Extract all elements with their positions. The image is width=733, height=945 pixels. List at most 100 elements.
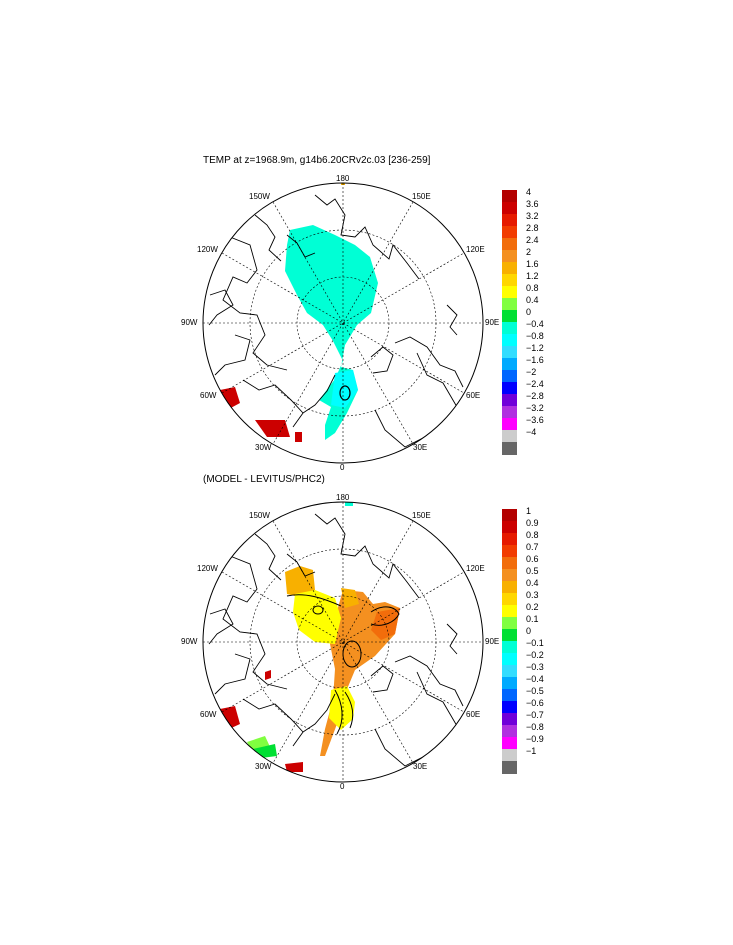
colorbar-tick: −1.2 — [526, 343, 544, 353]
lon-label-150w: 150W — [249, 192, 270, 201]
field-red — [255, 420, 290, 437]
colorbar-tick: 0 — [526, 307, 532, 317]
colorbar-tick: 0.2 — [526, 602, 539, 612]
colorbar-swatch — [502, 593, 517, 606]
colorbar-tick: 0.7 — [526, 542, 539, 552]
lon-label-150w: 150W — [249, 511, 270, 520]
field-cyan — [285, 225, 378, 440]
lon-label-60w: 60W — [200, 391, 217, 400]
colorbar-tick: 2.4 — [526, 235, 539, 245]
colorbar-swatch — [502, 250, 517, 263]
colorbar-tick: −0.5 — [526, 686, 544, 696]
field-teal — [345, 502, 353, 506]
lon-label-90e: 90E — [485, 318, 500, 327]
colorbar-swatch — [502, 226, 517, 239]
colorbar-swatch — [502, 533, 517, 546]
colorbar-swatch — [502, 761, 517, 774]
colorbar-tick: 0.6 — [526, 554, 539, 564]
colorbar-tick: 0.3 — [526, 590, 539, 600]
lon-label-60e: 60E — [466, 391, 481, 400]
lon-label-0: 0 — [340, 463, 345, 472]
colorbar-tick: 0.8 — [526, 283, 539, 293]
difference-panel: (MODEL - LEVITUS/PHC2) — [0, 469, 733, 791]
colorbar-swatch — [502, 310, 517, 323]
colorbar-tick: 0.4 — [526, 578, 539, 588]
colorbar-tick: 2.8 — [526, 223, 539, 233]
colorbar-tick: −0.8 — [526, 331, 544, 341]
colorbar-swatch — [502, 569, 517, 582]
colorbar-tick: −2.8 — [526, 391, 544, 401]
colorbar-tick: −0.7 — [526, 710, 544, 720]
colorbar-swatch — [502, 334, 517, 347]
colorbar-swatch — [502, 665, 517, 678]
colorbar-swatch — [502, 346, 517, 359]
colorbar-tick: −4 — [526, 427, 537, 437]
lon-label-90w: 90W — [181, 637, 198, 646]
colorbar-swatch — [502, 322, 517, 335]
colorbar-tick: −3.2 — [526, 403, 544, 413]
colorbar-tick: 3.6 — [526, 199, 539, 209]
colorbar-swatch — [502, 382, 517, 395]
colorbar-tick: 0.8 — [526, 530, 539, 540]
colorbar-tick: −2.4 — [526, 379, 544, 389]
colorbar-swatch — [502, 629, 517, 642]
colorbar-tick: 3.2 — [526, 211, 539, 221]
colorbar-tick: 1 — [526, 506, 532, 516]
colorbar-tick: −0.1 — [526, 638, 544, 648]
colorbar-tick: −1.6 — [526, 355, 544, 365]
colorbar-swatch — [502, 238, 517, 251]
field-red — [265, 670, 271, 680]
map-boundary — [202, 182, 484, 464]
colorbar-swatch — [502, 418, 517, 431]
map-boundary — [202, 501, 484, 783]
lon-label-60w: 60W — [200, 710, 217, 719]
polar-map — [202, 501, 484, 783]
lon-label-120w: 120W — [197, 564, 218, 573]
colorbar-swatch — [502, 713, 517, 726]
lon-label-90w: 90W — [181, 318, 198, 327]
colorbar-swatch — [502, 370, 517, 383]
colorbar-tick: 2 — [526, 247, 532, 257]
colorbar-tick: −2 — [526, 367, 537, 377]
colorbar-swatch — [502, 557, 517, 570]
lon-label-150e: 150E — [412, 511, 431, 520]
field-light-orange — [341, 588, 359, 608]
lon-label-150e: 150E — [412, 192, 431, 201]
lon-label-30w: 30W — [255, 443, 272, 452]
contour-zero — [339, 385, 351, 401]
colorbar-tick: 1.6 — [526, 259, 539, 269]
field-light-orange — [285, 566, 315, 598]
field-red — [220, 706, 240, 730]
temperature-panel: TEMP at z=1968.9m, g14b6.20CRv2c.03 [236… — [0, 150, 733, 472]
colorbar-swatch — [502, 430, 517, 443]
lon-label-90e: 90E — [485, 637, 500, 646]
colorbar-swatch — [502, 677, 517, 690]
lon-label-180: 180 — [336, 174, 350, 183]
colorbar-tick: 0.5 — [526, 566, 539, 576]
panel-title: TEMP at z=1968.9m, g14b6.20CRv2c.03 [236… — [203, 155, 431, 166]
colorbar-swatch — [502, 509, 517, 522]
colorbar-tick: 1.2 — [526, 271, 539, 281]
colorbar-tick: 4 — [526, 187, 532, 197]
panel-title: (MODEL - LEVITUS/PHC2) — [203, 474, 325, 485]
colorbar-swatch — [502, 286, 517, 299]
colorbar-swatch — [502, 581, 517, 594]
colorbar-tick: −0.6 — [526, 698, 544, 708]
field-red — [295, 432, 302, 442]
colorbar-tick: 0 — [526, 626, 532, 636]
colorbar-tick: −0.9 — [526, 734, 544, 744]
colorbar-swatch — [502, 214, 517, 227]
field-red — [285, 762, 303, 772]
colorbar-swatch — [502, 394, 517, 407]
lon-label-120e: 120E — [466, 245, 485, 254]
colorbar-tick: −0.3 — [526, 662, 544, 672]
colorbar-swatch — [502, 545, 517, 558]
colorbar-swatch — [502, 749, 517, 762]
colorbar-swatch — [502, 521, 517, 534]
colorbar-swatch — [502, 274, 517, 287]
colorbar-swatch — [502, 689, 517, 702]
lon-label-0: 0 — [340, 782, 345, 791]
colorbar-tick: −0.4 — [526, 319, 544, 329]
colorbar-swatch — [502, 406, 517, 419]
colorbar-tick: 0.4 — [526, 295, 539, 305]
